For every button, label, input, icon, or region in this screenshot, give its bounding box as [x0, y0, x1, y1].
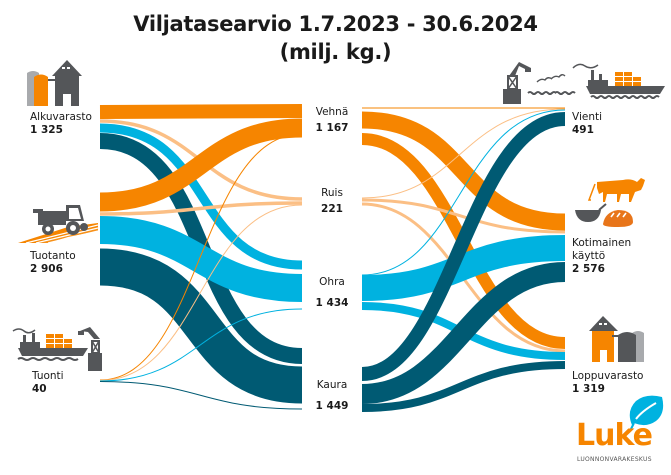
flow-ohra-kotimainen: [361, 235, 566, 301]
flow-tuotanto-vehna: [99, 118, 303, 212]
flow-kaura-loppuvarasto: [361, 361, 566, 412]
grain-value: 1 167: [315, 122, 349, 134]
grain-label: Ruis: [321, 187, 343, 199]
target-label: Loppuvarasto: [572, 370, 644, 382]
cow-bowl-bread-icon: [575, 178, 645, 227]
flow-alkuvarasto-ohra: [99, 123, 303, 270]
flow-ruis-vienti: [361, 108, 566, 199]
flow-tuonti-kaura: [99, 381, 303, 410]
chart-title: Viljatasearvio 1.7.2023 - 30.6.2024: [133, 12, 538, 36]
flow-vehna-kotimainen: [361, 111, 566, 231]
source-label: Tuonti: [32, 370, 64, 382]
grain-label: Ohra: [319, 276, 345, 288]
target-label-line1: Kotimainen: [572, 237, 632, 249]
flow-alkuvarasto-vehna: [99, 104, 303, 119]
storage-building-icon: [589, 316, 644, 362]
flow-kaura-kotimainen: [361, 262, 566, 404]
grain-value: 1 449: [315, 400, 349, 412]
export-ship-crane-icon: [503, 62, 665, 104]
storage-building-icon: [27, 60, 82, 106]
flow-tuotanto-kaura: [99, 248, 303, 404]
source-label: Alkuvarasto: [30, 111, 92, 123]
grain-ruis: Ruis 221: [302, 187, 362, 216]
source-label: Tuotanto: [30, 250, 76, 262]
combine-harvester-icon: [18, 205, 98, 244]
grain-vehna: Vehnä 1 167: [302, 106, 362, 135]
target-loppuvarasto: Loppuvarasto 1 319: [572, 370, 644, 396]
flow-tuonti-ruis: [99, 204, 303, 381]
target-value: 2 576: [572, 263, 605, 275]
luke-leaf-logo-icon: [629, 395, 664, 432]
grain-label: Kaura: [316, 379, 348, 391]
source-value: 1 325: [30, 124, 63, 136]
grain-kaura: Kaura 1 449: [302, 379, 362, 413]
target-kotimainen-kaytto: Kotimainen käyttö 2 576: [572, 237, 631, 276]
source-alkuvarasto: Alkuvarasto 1 325: [30, 111, 92, 137]
source-tuonti: Tuonti 40: [32, 370, 64, 396]
luke-logo-subtitle: LUONNONVARAKESKUS: [577, 456, 652, 463]
grain-value: 221: [321, 203, 343, 215]
flow-tuotanto-ohra: [99, 216, 303, 302]
target-value: 1 319: [572, 383, 605, 395]
target-vienti: Vienti 491: [572, 111, 602, 137]
source-value: 40: [32, 383, 47, 395]
flow-tuotanto-ruis: [99, 201, 303, 216]
flow-tuonti-vehna: [99, 133, 303, 381]
source-tuotanto: Tuotanto 2 906: [30, 250, 76, 276]
source-value: 2 906: [30, 263, 63, 275]
cargo-ship-crane-icon: [12, 327, 102, 371]
flow-ohra-vienti: [361, 109, 566, 276]
target-label: Vienti: [572, 111, 603, 123]
grain-ohra: Ohra 1 434: [302, 276, 362, 310]
flow-ruis-kotimainen: [361, 198, 566, 234]
chart-subtitle-unit: (milj. kg.): [279, 40, 392, 64]
flow-tuonti-ohra: [99, 308, 303, 382]
flow-kaura-vienti: [361, 112, 566, 381]
target-label-line2: käyttö: [572, 250, 606, 262]
luke-logo-text: Luke: [576, 418, 653, 453]
grain-value: 1 434: [315, 297, 349, 309]
grain-label: Vehnä: [315, 106, 349, 118]
target-value: 491: [572, 124, 594, 136]
